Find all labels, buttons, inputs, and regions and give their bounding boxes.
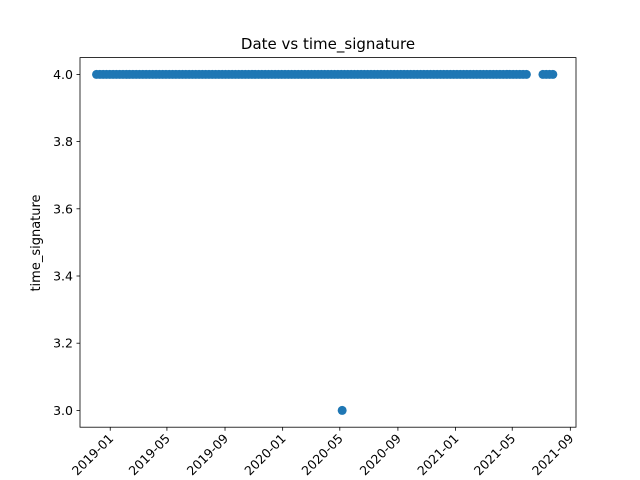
y-tick-label: 3.6	[53, 201, 73, 216]
plot-frame	[79, 57, 577, 428]
chart-title: Date vs time_signature	[241, 35, 415, 54]
x-tick-label: 2020-01	[241, 431, 289, 479]
x-tick-label: 2019-09	[184, 431, 232, 479]
data-points	[92, 69, 558, 415]
data-point	[548, 69, 558, 79]
y-tick-label: 4.0	[53, 67, 73, 82]
y-axis-label: time_signature	[29, 194, 44, 291]
x-tick-label: 2020-09	[356, 431, 404, 479]
x-tick-label: 2021-09	[529, 431, 577, 479]
x-tick-label: 2019-05	[125, 431, 173, 479]
x-tick-label: 2021-05	[471, 431, 519, 479]
data-point	[337, 405, 347, 415]
y-tick-label: 3.2	[53, 336, 73, 351]
x-tick-label: 2019-01	[69, 431, 117, 479]
data-point	[521, 69, 531, 79]
y-tick-label: 3.4	[53, 269, 73, 284]
x-axis-ticks: 2019-01 2019-05 2019-09 2020-01 2020-05 2020-…	[69, 427, 577, 479]
y-tick-label: 3.0	[53, 403, 73, 418]
y-axis-ticks: 3.0 3.2 3.4 3.6 3.8 4.0	[53, 67, 80, 418]
x-tick-label: 2021-01	[414, 431, 462, 479]
x-tick-label: 2020-05	[298, 431, 346, 479]
y-tick-label: 3.8	[53, 134, 73, 149]
